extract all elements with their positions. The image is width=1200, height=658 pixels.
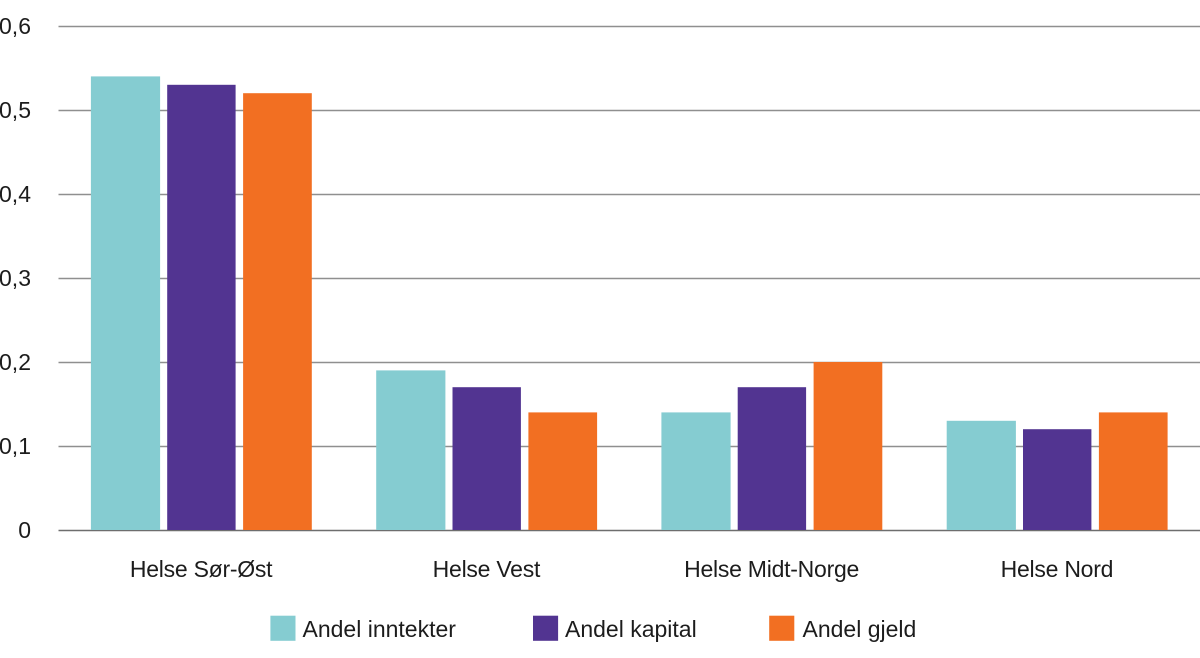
svg-text:Helse Sør-Øst: Helse Sør-Øst xyxy=(130,556,273,582)
svg-text:0: 0 xyxy=(18,517,31,543)
svg-text:0,6: 0,6 xyxy=(0,13,31,39)
svg-text:0,5: 0,5 xyxy=(0,97,31,123)
svg-text:0,1: 0,1 xyxy=(0,433,31,459)
svg-text:Helse Vest: Helse Vest xyxy=(433,556,541,582)
svg-text:Helse Nord: Helse Nord xyxy=(1001,556,1114,582)
svg-text:Andel inntekter: Andel inntekter xyxy=(303,616,457,642)
svg-text:0,3: 0,3 xyxy=(0,265,31,291)
svg-text:Helse Midt-Norge: Helse Midt-Norge xyxy=(684,556,859,582)
svg-text:0,4: 0,4 xyxy=(0,181,31,207)
svg-text:0,2: 0,2 xyxy=(0,349,31,375)
svg-text:Andel kapital: Andel kapital xyxy=(565,616,697,642)
svg-text:Andel gjeld: Andel gjeld xyxy=(803,616,917,642)
